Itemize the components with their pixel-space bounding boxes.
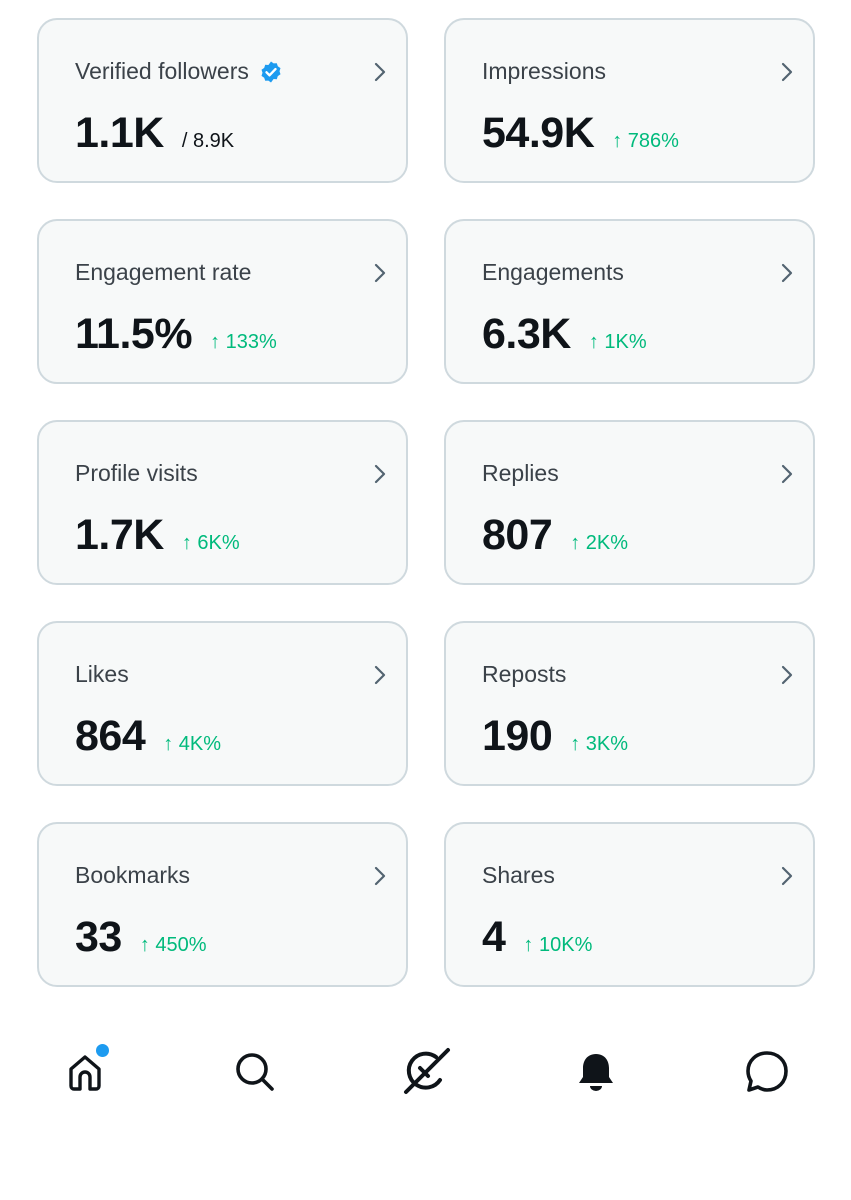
nav-notifications-button[interactable]	[566, 1042, 626, 1102]
grok-icon	[404, 1048, 450, 1094]
metric-value-row: 1.1K / 8.9K	[75, 112, 234, 155]
metric-value: 6.3K	[482, 310, 571, 358]
metric-value-row: 33 ↑ 450%	[75, 916, 207, 959]
metric-title: Impressions	[482, 58, 606, 85]
metric-value: 190	[482, 712, 553, 760]
metric-card-verified-followers[interactable]: Verified followers 1.1K / 8.9K	[37, 18, 408, 183]
metric-label: Profile visits	[75, 460, 198, 486]
chevron-right-icon	[781, 62, 793, 82]
home-icon	[69, 1055, 101, 1091]
chevron-right-icon	[374, 464, 386, 484]
metric-change: ↑ 6K%	[181, 532, 240, 554]
nav-search-button[interactable]	[225, 1042, 285, 1102]
metric-value: 1.1K	[75, 109, 164, 157]
notification-dot	[94, 1042, 111, 1059]
metric-value: 807	[482, 511, 553, 559]
metrics-grid: Verified followers 1.1K / 8.9K Impressio…	[37, 18, 815, 987]
metric-value-row: 54.9K ↑ 786%	[482, 112, 679, 155]
metric-card-impressions[interactable]: Impressions 54.9K ↑ 786%	[444, 18, 815, 183]
metric-card-engagement-rate[interactable]: Engagement rate 11.5% ↑ 133%	[37, 219, 408, 384]
metric-label: Reposts	[482, 661, 567, 687]
search-icon	[236, 1053, 274, 1091]
chevron-right-icon	[781, 866, 793, 886]
metric-title: Profile visits	[75, 460, 198, 487]
metric-label: Replies	[482, 460, 559, 486]
metric-label: Engagement rate	[75, 259, 252, 285]
metric-label: Bookmarks	[75, 862, 191, 888]
metric-value-row: 1.7K ↑ 6K%	[75, 514, 240, 557]
metric-title: Engagement rate	[75, 259, 251, 286]
metric-label: Verified followers	[75, 58, 249, 84]
metric-change: ↑ 4K%	[163, 733, 222, 755]
metric-value: 33	[75, 913, 122, 961]
nav-grok-button[interactable]	[396, 1042, 456, 1102]
chevron-right-icon	[781, 263, 793, 283]
metric-label: Likes	[75, 661, 129, 687]
metric-card-shares[interactable]: Shares 4 ↑ 10K%	[444, 822, 815, 987]
metric-title: Replies	[482, 460, 559, 487]
metric-card-profile-visits[interactable]: Profile visits 1.7K ↑ 6K%	[37, 420, 408, 585]
metric-change: ↑ 786%	[612, 130, 679, 152]
metric-label: Engagements	[482, 259, 624, 285]
metric-value-row: 807 ↑ 2K%	[482, 514, 628, 557]
metric-total: / 8.9K	[181, 130, 235, 152]
chevron-right-icon	[781, 464, 793, 484]
metric-value-row: 864 ↑ 4K%	[75, 715, 221, 758]
metric-change: ↑ 3K%	[570, 733, 629, 755]
metric-change: ↑ 2K%	[570, 532, 629, 554]
metric-value: 4	[482, 913, 506, 961]
metric-value-row: 11.5% ↑ 133%	[75, 313, 277, 356]
chevron-right-icon	[374, 866, 386, 886]
bell-icon	[579, 1054, 613, 1091]
metric-label: Shares	[482, 862, 555, 888]
metric-change: ↑ 133%	[210, 331, 277, 353]
chevron-right-icon	[374, 62, 386, 82]
metric-change: ↑ 1K%	[588, 331, 647, 353]
metric-title: Verified followers	[75, 58, 283, 85]
metric-value: 864	[75, 712, 146, 760]
metric-value: 54.9K	[482, 109, 595, 157]
metric-value-row: 6.3K ↑ 1K%	[482, 313, 647, 356]
nav-home-button[interactable]	[55, 1042, 115, 1102]
chevron-right-icon	[781, 665, 793, 685]
metric-value: 11.5%	[75, 310, 193, 358]
chevron-right-icon	[374, 263, 386, 283]
bottom-navigation	[0, 1030, 851, 1120]
nav-messages-button[interactable]	[737, 1042, 797, 1102]
metric-change: ↑ 450%	[139, 934, 207, 956]
chat-bubble-icon	[746, 1051, 788, 1092]
chevron-right-icon	[374, 665, 386, 685]
metric-change: ↑ 10K%	[523, 934, 593, 956]
metric-title: Reposts	[482, 661, 566, 688]
metric-title: Likes	[75, 661, 129, 688]
metric-value: 1.7K	[75, 511, 164, 559]
metric-card-engagements[interactable]: Engagements 6.3K ↑ 1K%	[444, 219, 815, 384]
metric-value-row: 190 ↑ 3K%	[482, 715, 628, 758]
metric-value-row: 4 ↑ 10K%	[482, 916, 592, 959]
verified-badge-icon	[261, 61, 281, 82]
metric-card-reposts[interactable]: Reposts 190 ↑ 3K%	[444, 621, 815, 786]
metric-title: Engagements	[482, 259, 624, 286]
metric-title: Shares	[482, 862, 555, 889]
metric-card-replies[interactable]: Replies 807 ↑ 2K%	[444, 420, 815, 585]
metric-card-bookmarks[interactable]: Bookmarks 33 ↑ 450%	[37, 822, 408, 987]
metric-title: Bookmarks	[75, 862, 190, 889]
metric-card-likes[interactable]: Likes 864 ↑ 4K%	[37, 621, 408, 786]
metric-label: Impressions	[482, 58, 606, 84]
